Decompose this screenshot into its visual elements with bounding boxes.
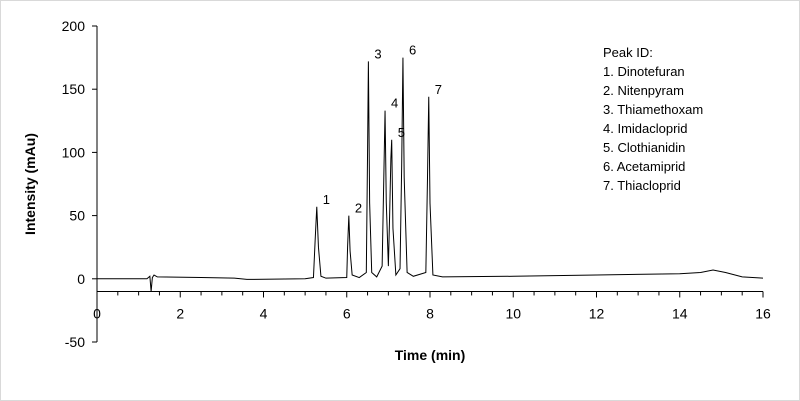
x-tick-label: 2 <box>176 305 184 321</box>
peak-label-3: 3 <box>374 46 381 61</box>
y-axis-title: Intensity (mAu) <box>22 133 38 235</box>
y-tick-label: 100 <box>62 144 86 160</box>
y-tick-label: 150 <box>62 81 86 97</box>
legend: Peak ID: 1. Dinotefuran 2. Nitenpyram 3.… <box>603 45 703 193</box>
axes <box>92 25 764 343</box>
x-tick-label: 12 <box>589 305 605 321</box>
legend-item-7: 7. Thiacloprid <box>603 178 681 193</box>
y-tick-label: -50 <box>65 334 85 350</box>
x-tick-label: 4 <box>260 305 268 321</box>
peak-label-4: 4 <box>391 96 398 111</box>
x-tick-label: 16 <box>755 305 771 321</box>
chromatogram-trace <box>97 57 764 292</box>
legend-item-2: 2. Nitenpyram <box>603 83 684 98</box>
y-tick-label: 50 <box>69 208 85 224</box>
peak-label-1: 1 <box>323 192 330 207</box>
peak-label-5: 5 <box>398 125 405 140</box>
legend-item-4: 4. Imidacloprid <box>603 121 688 136</box>
x-axis-title: Time (min) <box>395 347 466 363</box>
y-tick-label: 200 <box>62 18 86 34</box>
legend-item-3: 3. Thiamethoxam <box>603 102 703 117</box>
x-tick-label: 10 <box>505 305 521 321</box>
legend-item-1: 1. Dinotefuran <box>603 64 685 79</box>
legend-item-5: 5. Clothianidin <box>603 140 685 155</box>
x-tick-label: 8 <box>426 305 434 321</box>
legend-item-6: 6. Acetamiprid <box>603 159 685 174</box>
peak-label-6: 6 <box>409 43 416 58</box>
peak-label-7: 7 <box>435 82 442 97</box>
peak-label-2: 2 <box>355 201 362 216</box>
legend-title: Peak ID: <box>603 45 653 60</box>
y-tick-label: 0 <box>77 271 85 287</box>
peak-labels: 1 2 3 45 6 7 <box>323 43 442 216</box>
x-tick-label: 6 <box>343 305 351 321</box>
x-tick-label: 14 <box>672 305 688 321</box>
x-tick-label: 0 <box>93 305 101 321</box>
